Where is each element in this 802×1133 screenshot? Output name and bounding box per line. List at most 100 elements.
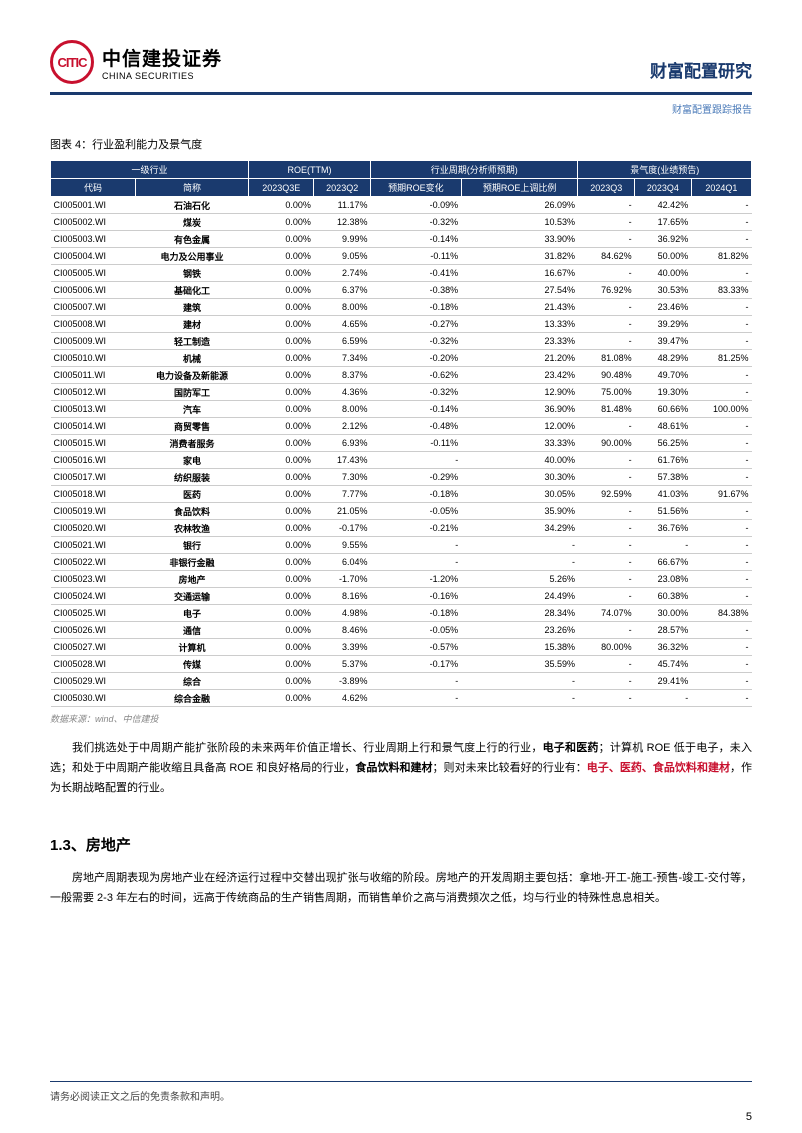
table-cell: -0.18% bbox=[371, 299, 462, 316]
table-cell: CI005026.WI bbox=[51, 622, 136, 639]
table-cell: CI005023.WI bbox=[51, 571, 136, 588]
table-cell: - bbox=[691, 520, 751, 537]
table-row: CI005013.WI汽车0.00%8.00%-0.14%36.90%81.48… bbox=[51, 401, 752, 418]
table-cell: -1.20% bbox=[371, 571, 462, 588]
table-cell: - bbox=[578, 214, 635, 231]
table-cell: 16.67% bbox=[461, 265, 578, 282]
table-cell: - bbox=[691, 265, 751, 282]
table-cell: - bbox=[578, 673, 635, 690]
paragraph-1: 我们挑选处于中周期产能扩张阶段的未来两年价值正增长、行业周期上行和景气度上行的行… bbox=[50, 739, 752, 798]
table-cell: 0.00% bbox=[249, 503, 314, 520]
table-cell: CI005018.WI bbox=[51, 486, 136, 503]
table-cell: - bbox=[578, 554, 635, 571]
table-cell: 11.17% bbox=[314, 197, 371, 214]
p1-t1: 我们挑选处于中周期产能扩张阶段的未来两年价值正增长、行业周期上行和景气度上行的行… bbox=[72, 742, 543, 754]
table-cell: - bbox=[691, 231, 751, 248]
table-cell: CI005012.WI bbox=[51, 384, 136, 401]
table-cell: -0.32% bbox=[371, 333, 462, 350]
footer: 请务必阅读正文之后的免责条款和声明。 bbox=[50, 1081, 752, 1103]
table-row: CI005016.WI家电0.00%17.43%-40.00%-61.76%- bbox=[51, 452, 752, 469]
table-cell: 35.90% bbox=[461, 503, 578, 520]
table-cell: 15.38% bbox=[461, 639, 578, 656]
table-cell: - bbox=[578, 469, 635, 486]
logo-icon: CITIC bbox=[50, 40, 94, 84]
table-cell: 12.38% bbox=[314, 214, 371, 231]
table-cell: 0.00% bbox=[249, 571, 314, 588]
table-cell: 19.30% bbox=[635, 384, 692, 401]
table-cell: 0.00% bbox=[249, 418, 314, 435]
table-cell: 医药 bbox=[135, 486, 248, 503]
table-cell: -0.38% bbox=[371, 282, 462, 299]
table-cell: 0.00% bbox=[249, 350, 314, 367]
table-cell: 23.46% bbox=[635, 299, 692, 316]
table-cell: 0.00% bbox=[249, 639, 314, 656]
logo-cn: 中信建投证券 bbox=[102, 44, 222, 71]
table-cell: 0.00% bbox=[249, 588, 314, 605]
table-cell: CI005017.WI bbox=[51, 469, 136, 486]
table-cell: - bbox=[578, 571, 635, 588]
table-cell: 39.47% bbox=[635, 333, 692, 350]
table-cell: 电力设备及新能源 bbox=[135, 367, 248, 384]
table-cell: CI005008.WI bbox=[51, 316, 136, 333]
table-cell: 6.59% bbox=[314, 333, 371, 350]
table-cell: 4.62% bbox=[314, 690, 371, 707]
table-cell: 28.57% bbox=[635, 622, 692, 639]
table-cell: - bbox=[691, 639, 751, 656]
table-cell: 24.49% bbox=[461, 588, 578, 605]
table-cell: CI005020.WI bbox=[51, 520, 136, 537]
table-cell: 0.00% bbox=[249, 231, 314, 248]
table-cell: -0.29% bbox=[371, 469, 462, 486]
table-cell: 36.92% bbox=[635, 231, 692, 248]
table-cell: -0.21% bbox=[371, 520, 462, 537]
table-cell: 商贸零售 bbox=[135, 418, 248, 435]
table-cell: 传媒 bbox=[135, 656, 248, 673]
table-cell: -0.18% bbox=[371, 605, 462, 622]
table-cell: 8.37% bbox=[314, 367, 371, 384]
table-cell: 房地产 bbox=[135, 571, 248, 588]
table-cell: CI005010.WI bbox=[51, 350, 136, 367]
table-cell: - bbox=[691, 690, 751, 707]
th-s-q3: 2023Q3 bbox=[578, 179, 635, 197]
table-cell: 0.00% bbox=[249, 367, 314, 384]
table-cell: CI005002.WI bbox=[51, 214, 136, 231]
table-cell: 27.54% bbox=[461, 282, 578, 299]
table-row: CI005006.WI基础化工0.00%6.37%-0.38%27.54%76.… bbox=[51, 282, 752, 299]
table-cell: - bbox=[578, 520, 635, 537]
table-cell: 汽车 bbox=[135, 401, 248, 418]
table-cell: - bbox=[691, 588, 751, 605]
table-cell: 综合金融 bbox=[135, 690, 248, 707]
table-cell: 建材 bbox=[135, 316, 248, 333]
table-cell: 49.70% bbox=[635, 367, 692, 384]
table-cell: 33.90% bbox=[461, 231, 578, 248]
th-name: 简称 bbox=[135, 179, 248, 197]
table-cell: CI005022.WI bbox=[51, 554, 136, 571]
table-cell: CI005009.WI bbox=[51, 333, 136, 350]
table-row: CI005010.WI机械0.00%7.34%-0.20%21.20%81.08… bbox=[51, 350, 752, 367]
table-cell: 消费者服务 bbox=[135, 435, 248, 452]
table-cell: 0.00% bbox=[249, 248, 314, 265]
table-cell: -0.11% bbox=[371, 248, 462, 265]
table-cell: CI005014.WI bbox=[51, 418, 136, 435]
table-cell: - bbox=[578, 418, 635, 435]
table-cell: CI005004.WI bbox=[51, 248, 136, 265]
table-cell: 31.82% bbox=[461, 248, 578, 265]
table-cell: 电子 bbox=[135, 605, 248, 622]
th-code: 代码 bbox=[51, 179, 136, 197]
table-cell: 家电 bbox=[135, 452, 248, 469]
table-cell: 8.16% bbox=[314, 588, 371, 605]
table-cell: 0.00% bbox=[249, 520, 314, 537]
table-cell: 0.00% bbox=[249, 554, 314, 571]
table-cell: - bbox=[691, 384, 751, 401]
table-cell: CI005007.WI bbox=[51, 299, 136, 316]
table-row: CI005001.WI石油石化0.00%11.17%-0.09%26.09%-4… bbox=[51, 197, 752, 214]
table-row: CI005011.WI电力设备及新能源0.00%8.37%-0.62%23.42… bbox=[51, 367, 752, 384]
chart-source: 数据来源：wind、中信建投 bbox=[50, 712, 752, 725]
table-cell: - bbox=[578, 316, 635, 333]
table-row: CI005008.WI建材0.00%4.65%-0.27%13.33%-39.2… bbox=[51, 316, 752, 333]
paragraph-2: 房地产周期表现为房地产业在经济运行过程中交替出现扩张与收缩的阶段。房地产的开发周… bbox=[50, 869, 752, 909]
table-cell: 基础化工 bbox=[135, 282, 248, 299]
table-cell: - bbox=[371, 537, 462, 554]
table-cell: -0.48% bbox=[371, 418, 462, 435]
table-cell: 电力及公用事业 bbox=[135, 248, 248, 265]
table-cell: 45.74% bbox=[635, 656, 692, 673]
